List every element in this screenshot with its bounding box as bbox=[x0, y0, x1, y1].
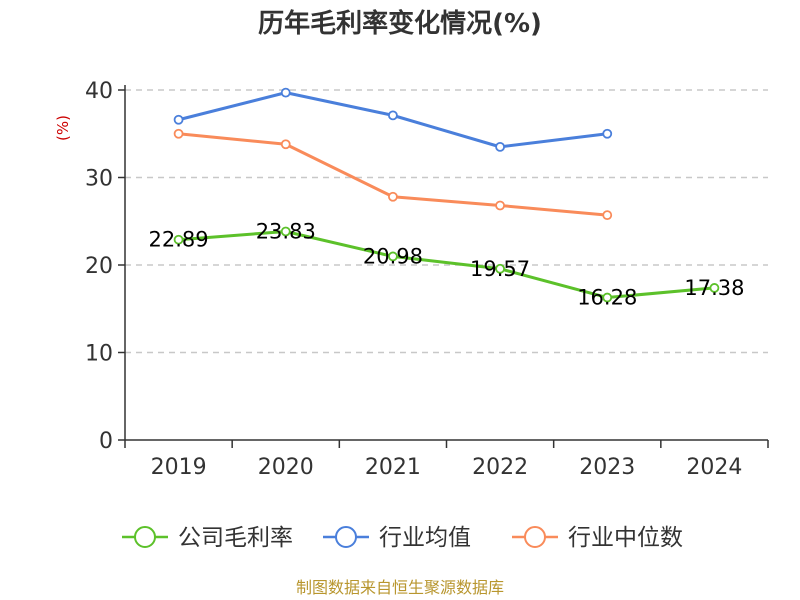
data-point-industry_avg bbox=[602, 128, 613, 139]
data-point-industry_median bbox=[280, 139, 291, 150]
series-line-industry_median bbox=[178, 132, 608, 217]
source-note: 制图数据来自恒生聚源数据库 bbox=[296, 578, 504, 597]
data-point-industry_median bbox=[602, 210, 613, 221]
data-labels: 22.89 23.83 20.98 19.57 16.28 17.38 bbox=[149, 219, 745, 309]
legend-label: 行业中位数 bbox=[568, 525, 683, 551]
data-point-industry_median bbox=[495, 200, 505, 211]
y-tick-label: 30 bbox=[85, 167, 113, 192]
data-point-company bbox=[495, 263, 505, 274]
legend-marker-icon bbox=[335, 526, 357, 548]
y-axis-unit-label: (%) bbox=[54, 115, 72, 141]
y-tick-label: 10 bbox=[85, 342, 113, 367]
legend-label: 公司毛利率 bbox=[178, 525, 293, 551]
data-point-industry_avg bbox=[388, 110, 398, 121]
data-point-company bbox=[388, 251, 398, 262]
series-company bbox=[173, 226, 720, 303]
y-tick-label: 0 bbox=[99, 429, 113, 454]
legend-item-company: 公司毛利率 bbox=[122, 525, 293, 551]
data-label: 20.98 bbox=[363, 244, 423, 268]
x-tick-label: 2020 bbox=[258, 455, 314, 480]
series-industry_median bbox=[173, 128, 613, 221]
data-label: 19.57 bbox=[470, 257, 530, 281]
data-point-industry_avg bbox=[495, 141, 505, 152]
y-tick-label: 40 bbox=[85, 79, 113, 104]
data-point-company bbox=[602, 292, 613, 303]
series-layer bbox=[173, 87, 720, 303]
legend-marker-icon bbox=[134, 526, 156, 548]
legend-marker-icon bbox=[524, 526, 546, 548]
data-point-industry_avg bbox=[173, 114, 184, 125]
data-label: 22.89 bbox=[149, 228, 209, 252]
chart-title: 历年毛利率变化情况(%) bbox=[258, 8, 542, 39]
x-tick-label: 2021 bbox=[365, 455, 421, 480]
axes: 0 10 20 30 40 2019 2020 2021 2022 2023 2024 bbox=[85, 79, 769, 480]
data-point-company bbox=[173, 234, 184, 245]
data-label: 17.38 bbox=[684, 276, 744, 300]
data-point-company bbox=[709, 283, 720, 293]
series-line-company bbox=[178, 229, 715, 300]
legend-item-industry_median: 行业中位数 bbox=[512, 525, 683, 551]
legend-item-industry_avg: 行业均值 bbox=[323, 525, 471, 551]
data-point-company bbox=[280, 226, 291, 237]
data-label: 16.28 bbox=[577, 286, 637, 310]
x-tick-label: 2023 bbox=[579, 455, 635, 480]
x-tick-label: 2019 bbox=[151, 455, 207, 480]
legend: 公司毛利率 行业均值 行业中位数 bbox=[122, 525, 683, 551]
gridlines bbox=[125, 89, 768, 354]
y-tick-label: 20 bbox=[85, 254, 113, 279]
x-tick-label: 2022 bbox=[472, 455, 528, 480]
data-point-industry_median bbox=[388, 191, 398, 202]
legend-label: 行业均值 bbox=[379, 525, 471, 551]
data-label: 23.83 bbox=[256, 219, 316, 243]
series-industry_avg bbox=[173, 87, 613, 152]
data-point-industry_median bbox=[173, 128, 184, 139]
data-point-industry_avg bbox=[280, 87, 291, 98]
x-tick-label: 2024 bbox=[686, 455, 742, 480]
